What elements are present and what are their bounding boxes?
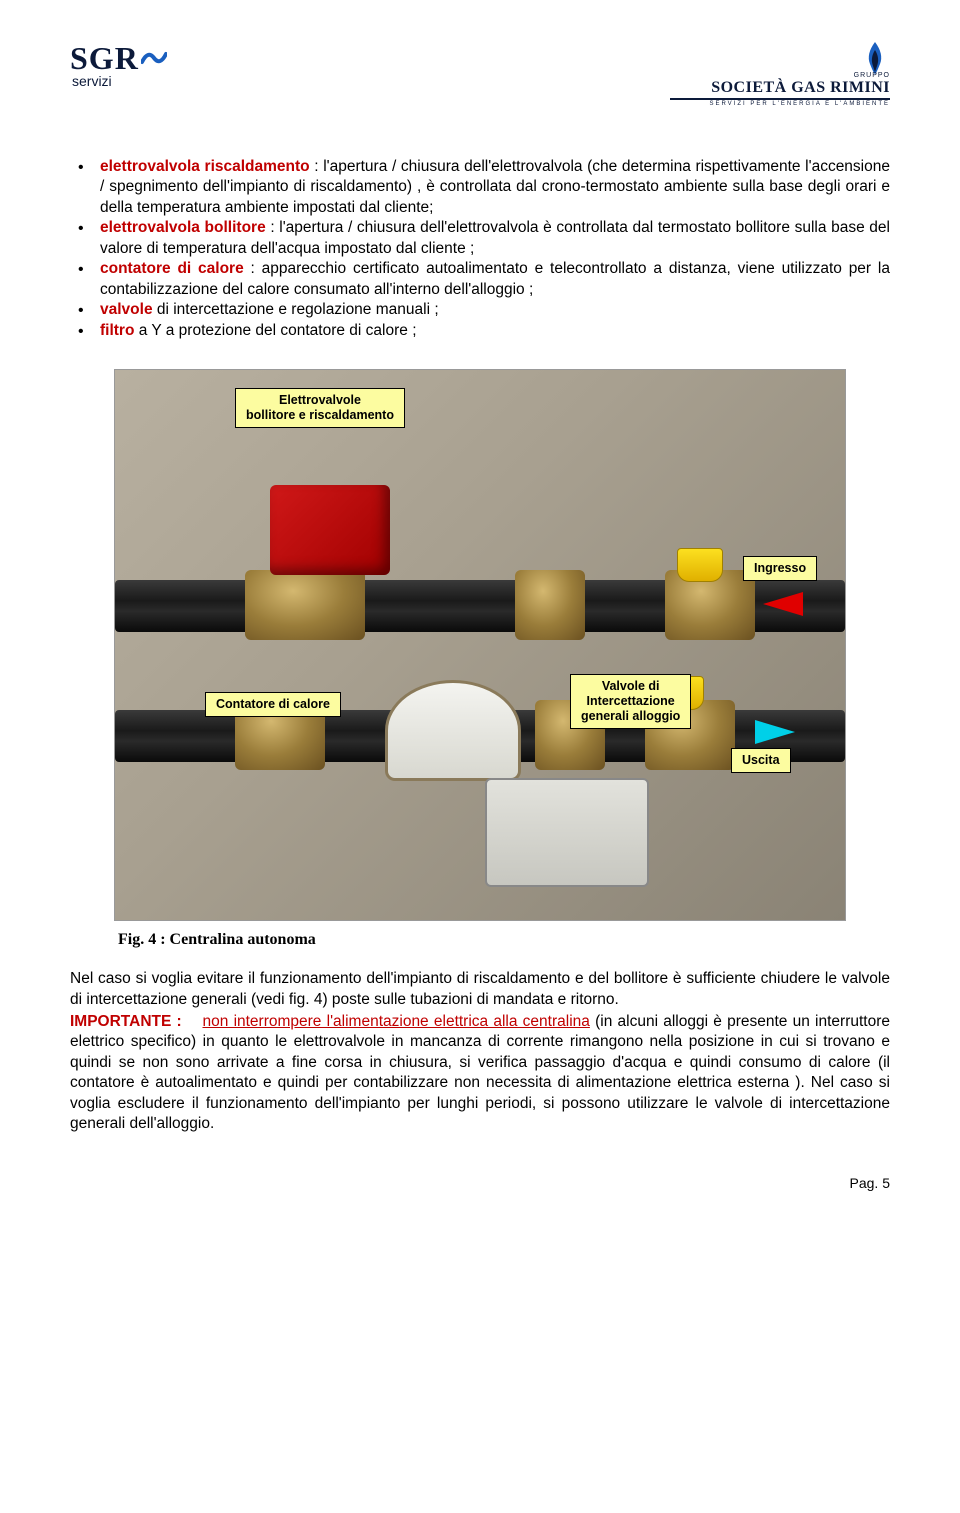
label-ingresso: Ingresso [743,556,817,581]
junction-box-icon [485,778,649,887]
figure-caption: Fig. 4 : Centralina autonoma [118,931,890,949]
label-line: generali alloggio [581,709,680,724]
paragraph-important: IMPORTANTE : non interrompere l'alimenta… [70,1012,890,1135]
term: valvole [100,301,153,318]
bullet-item: elettrovalvola riscaldamento : l'apertur… [100,157,890,218]
brass-fitting [515,570,585,640]
label-valvole: Valvole di Intercettazione generali allo… [570,674,691,729]
logo-right: GRUPPO SOCIETÀ GAS RIMINI SERVIZI PER L'… [670,40,890,107]
bullet-item: filtro a Y a protezione del contatore di… [100,321,890,341]
paragraph: Nel caso si voglia evitare il funzioname… [70,969,890,1010]
label-line: Valvole di [581,679,680,694]
logo-left: SGR servizi [70,40,167,89]
term: contatore di calore [100,260,244,277]
brand-sub: servizi [72,73,112,89]
bullet-text: a Y a protezione del contatore di calore… [134,322,416,339]
page: SGR servizi GRUPPO SOCIETÀ GAS RIMINI SE… [0,0,960,1221]
bullet-text: di intercettazione e regolazione manuali… [153,301,439,318]
meter-icon [385,680,521,781]
brass-fitting [245,570,365,640]
label-contatore: Contatore di calore [205,692,341,717]
logo-gruppo: GRUPPO [854,72,890,79]
figure-wrap: Elettrovalvole bollitore e riscaldamento… [70,369,890,921]
term: elettrovalvola bollitore [100,219,266,236]
label-line: Intercettazione [581,694,680,709]
wave-icon [141,48,167,70]
important-lead: IMPORTANTE : [70,1013,182,1030]
figure-photo: Elettrovalvole bollitore e riscaldamento… [114,369,846,921]
red-valve-icon [270,485,390,575]
bullet-item: valvole di intercettazione e regolazione… [100,300,890,320]
important-rest: (in alcuni alloggi è presente un interru… [70,1013,890,1132]
logo-company: SOCIETÀ GAS RIMINI [711,79,890,97]
label-uscita: Uscita [731,748,791,773]
arrow-in-icon [763,592,803,616]
logo-bar [670,98,890,100]
label-line: Elettrovalvole [246,393,394,408]
bullet-item: contatore di calore : apparecchio certif… [100,259,890,300]
term: elettrovalvola riscaldamento [100,158,310,175]
bullet-list: elettrovalvola riscaldamento : l'apertur… [70,157,890,341]
flame-icon [860,40,890,76]
yellow-handle-icon [677,548,723,582]
page-footer: Pag. 5 [70,1175,890,1191]
label-elettrovalvole: Elettrovalvole bollitore e riscaldamento [235,388,405,428]
brand-text: SGR [70,40,139,77]
term: filtro [100,322,134,339]
label-line: bollitore e riscaldamento [246,408,394,423]
arrow-out-icon [755,720,795,744]
logo-tagline: SERVIZI PER L'ENERGIA E L'AMBIENTE [709,101,890,107]
bullet-item: elettrovalvola bollitore : l'apertura / … [100,218,890,259]
important-underline: non interrompere l'alimentazione elettri… [203,1013,590,1030]
logo-sgr: SGR [70,40,167,77]
header: SGR servizi GRUPPO SOCIETÀ GAS RIMINI SE… [70,40,890,107]
